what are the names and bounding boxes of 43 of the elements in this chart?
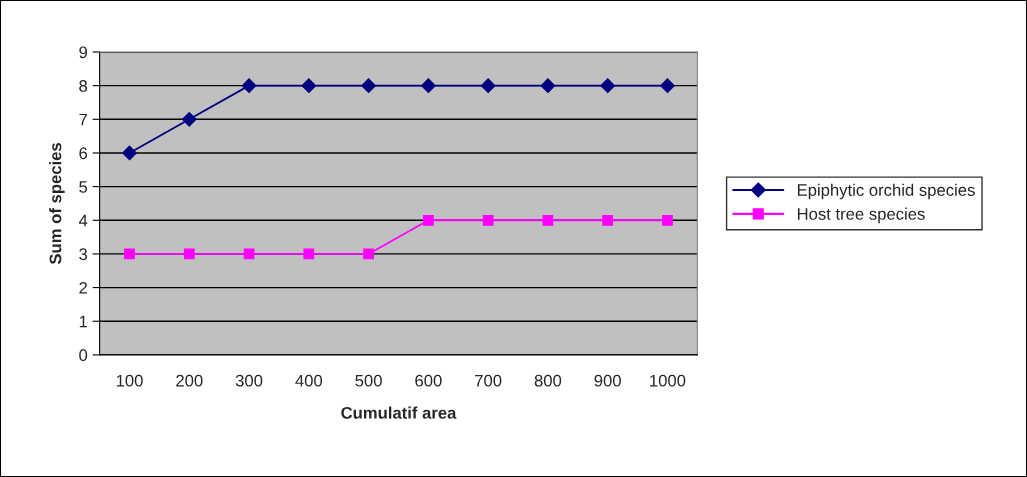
x-axis-title: Cumulatif area [341, 406, 457, 419]
y-axis-title: Sum of species [49, 142, 65, 265]
point [122, 145, 137, 161]
point [600, 78, 616, 94]
x-tick-label: 400 [295, 374, 323, 387]
point [363, 248, 374, 260]
point [241, 78, 257, 94]
x-tick-label: 700 [475, 374, 502, 387]
point [542, 214, 554, 226]
point [540, 78, 556, 94]
x-tick-label: 300 [235, 374, 263, 387]
x-tick-label: 600 [415, 374, 442, 387]
y-tick-label: 5 [79, 181, 88, 193]
y-tick-label: 3 [79, 248, 88, 261]
x-tick-label: 500 [355, 374, 382, 387]
y-tick-label: 2 [79, 281, 87, 294]
point [181, 111, 197, 127]
y-tick-label: 6 [79, 147, 88, 160]
x-tick-label: 200 [176, 374, 203, 387]
x-tick-label: 900 [594, 374, 621, 387]
point [480, 78, 496, 94]
y-tick-label: 8 [79, 80, 88, 92]
point [303, 248, 315, 260]
x-tick-label: 1000 [650, 374, 686, 387]
y-tick-label: 0 [79, 349, 88, 362]
legend-label: Host tree species [797, 207, 925, 224]
point [422, 214, 434, 226]
y-tick-label: 1 [79, 315, 87, 328]
point [602, 214, 614, 226]
x-tick-label: 800 [534, 374, 562, 387]
point [361, 78, 376, 94]
point [482, 214, 494, 226]
point [183, 248, 195, 260]
point [420, 78, 436, 94]
legend-label: Epiphytic orchid species [797, 183, 975, 200]
y-tick-label: 9 [79, 46, 88, 59]
point [124, 248, 135, 260]
y-tick-label: 4 [78, 214, 88, 227]
x-tick-label: 100 [116, 374, 143, 387]
y-tick-label: 7 [79, 113, 87, 126]
point [301, 78, 317, 94]
point [660, 78, 675, 94]
point [662, 214, 673, 226]
